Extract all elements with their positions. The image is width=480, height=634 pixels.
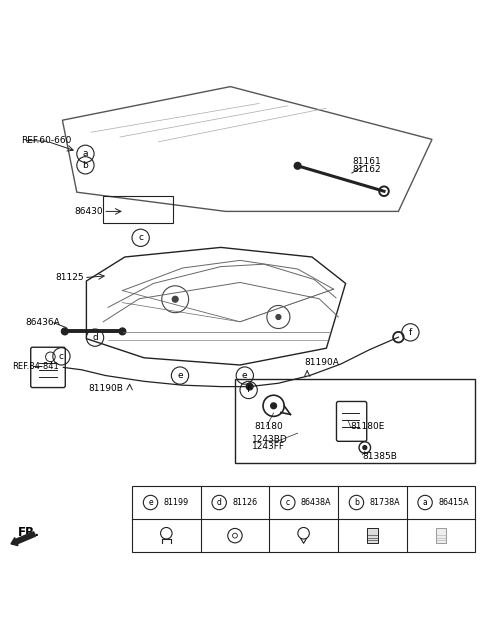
Text: 81199: 81199 [164,498,189,507]
Text: 1243BD: 1243BD [252,435,288,444]
Text: e: e [148,498,153,507]
Bar [103,195,173,223]
Text: 86436A: 86436A [25,318,60,327]
Text: 81161: 81161 [353,157,382,167]
Text: c: c [138,233,143,242]
Text: 81738A: 81738A [370,498,400,507]
Text: 1243FF: 1243FF [252,442,285,451]
Text: e: e [177,371,183,380]
Text: 81162: 81162 [353,165,382,174]
Text: d: d [92,333,98,342]
Text: c: c [59,352,64,361]
Text: FR.: FR. [18,526,40,538]
Bar [235,379,475,463]
Circle shape [172,296,178,302]
Text: f: f [409,328,412,337]
Circle shape [61,328,68,335]
Circle shape [276,314,281,320]
Bar [367,528,377,543]
Text: b: b [83,161,88,170]
Circle shape [363,446,367,450]
Text: REF.84-841: REF.84-841 [12,362,59,371]
Circle shape [119,328,126,335]
Text: f: f [247,385,250,394]
Text: 81190B: 81190B [89,384,124,392]
Text: a: a [423,498,428,507]
Bar [435,528,446,543]
Text: e: e [242,371,248,380]
Circle shape [294,162,301,169]
Text: 86415A: 86415A [438,498,469,507]
Text: 81385B: 81385B [362,451,397,461]
Text: a: a [83,149,88,158]
Text: 86430: 86430 [74,207,103,216]
Circle shape [271,403,276,409]
Text: 81190A: 81190A [305,358,340,367]
Text: d: d [217,498,222,507]
Text: 81180: 81180 [254,422,283,431]
Text: 81180E: 81180E [350,422,385,431]
Text: b: b [354,498,359,507]
Text: 86438A: 86438A [301,498,331,507]
Circle shape [246,383,253,390]
Bar [132,486,475,552]
Text: 81125: 81125 [55,273,84,282]
FancyArrow shape [11,532,36,546]
Text: REF.60-660: REF.60-660 [22,136,72,145]
Text: c: c [286,498,290,507]
Text: 81126: 81126 [232,498,257,507]
